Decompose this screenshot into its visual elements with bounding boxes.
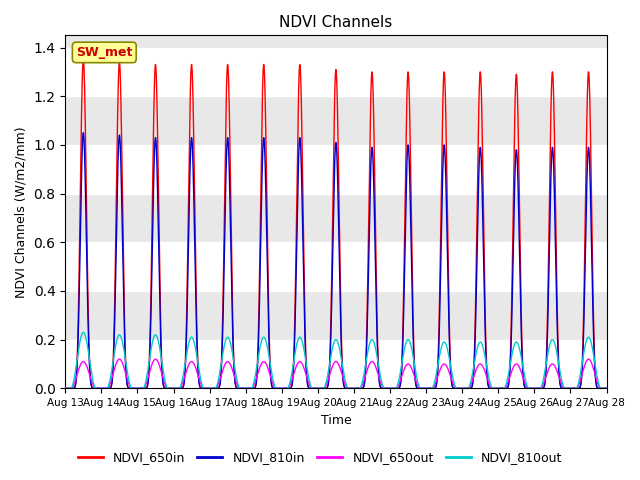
- Bar: [65, 340, 607, 388]
- NDVI_810out: [79, 329, 87, 335]
- X-axis label: Time: Time: [321, 414, 351, 427]
- NDVI_810in: [292, 254, 300, 260]
- NDVI_650in: [603, 385, 611, 391]
- NDVI_810out: [61, 385, 69, 391]
- NDVI_650out: [534, 385, 541, 391]
- NDVI_810in: [156, 278, 163, 284]
- NDVI_810in: [603, 385, 611, 391]
- NDVI_810out: [269, 377, 277, 383]
- NDVI_650out: [269, 381, 276, 386]
- Bar: [65, 48, 607, 96]
- NDVI_810out: [534, 385, 541, 391]
- NDVI_810in: [79, 130, 87, 135]
- NDVI_810in: [61, 385, 69, 391]
- NDVI_650in: [156, 247, 163, 253]
- Bar: [65, 193, 607, 242]
- NDVI_810in: [534, 385, 541, 391]
- NDVI_650out: [61, 385, 69, 391]
- NDVI_810in: [269, 385, 277, 391]
- NDVI_810out: [156, 343, 163, 349]
- NDVI_650out: [292, 363, 300, 369]
- NDVI_650out: [585, 356, 593, 362]
- Bar: [65, 242, 607, 291]
- Legend: NDVI_650in, NDVI_810in, NDVI_650out, NDVI_810out: NDVI_650in, NDVI_810in, NDVI_650out, NDV…: [72, 446, 568, 469]
- Title: NDVI Channels: NDVI Channels: [279, 15, 392, 30]
- NDVI_810out: [592, 368, 600, 373]
- NDVI_650in: [124, 381, 131, 387]
- NDVI_650in: [61, 385, 69, 391]
- Line: NDVI_810in: NDVI_810in: [65, 132, 607, 388]
- NDVI_650in: [292, 216, 300, 222]
- NDVI_810in: [592, 381, 600, 387]
- Bar: [65, 291, 607, 340]
- NDVI_650in: [79, 57, 87, 62]
- NDVI_650out: [123, 375, 131, 381]
- NDVI_650out: [156, 362, 163, 368]
- NDVI_650out: [592, 375, 600, 381]
- Y-axis label: NDVI Channels (W/m2/mm): NDVI Channels (W/m2/mm): [15, 126, 28, 298]
- NDVI_810out: [292, 343, 300, 348]
- Text: SW_met: SW_met: [76, 46, 132, 59]
- Line: NDVI_650in: NDVI_650in: [65, 60, 607, 388]
- NDVI_810out: [603, 385, 611, 391]
- Line: NDVI_810out: NDVI_810out: [65, 332, 607, 388]
- Line: NDVI_650out: NDVI_650out: [65, 359, 607, 388]
- NDVI_650out: [603, 385, 611, 391]
- Bar: [65, 145, 607, 193]
- NDVI_650in: [269, 385, 277, 391]
- NDVI_650in: [592, 380, 600, 385]
- Bar: [65, 96, 607, 145]
- NDVI_650in: [534, 385, 541, 391]
- NDVI_810in: [124, 382, 131, 388]
- NDVI_810out: [124, 368, 131, 374]
